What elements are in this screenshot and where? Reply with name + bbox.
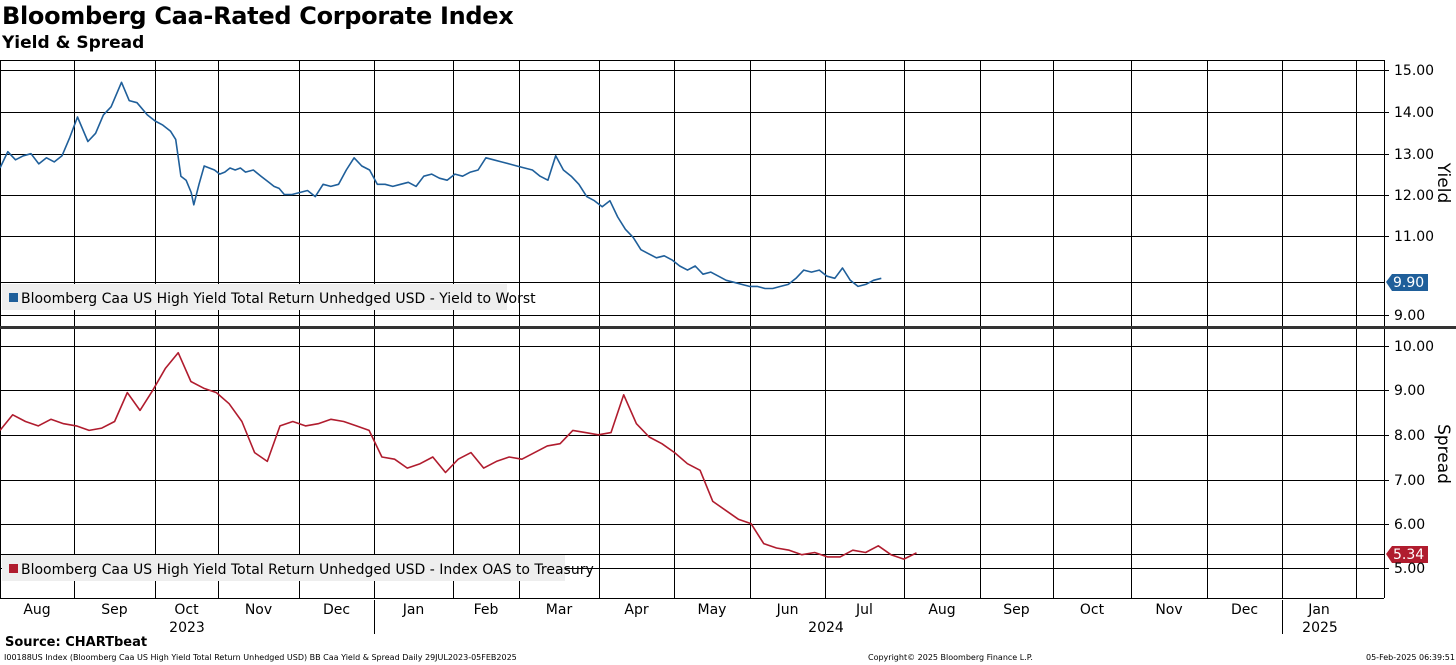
x-tick-label: Oct	[174, 602, 199, 618]
chart-description: I00188US Index (Bloomberg Caa US High Yi…	[4, 653, 517, 662]
legend-spread: Bloomberg Caa US High Yield Total Return…	[2, 555, 594, 581]
x-year-label: 2023	[169, 620, 205, 636]
legend-box	[2, 284, 507, 310]
y-tick-label: 9.00	[1394, 308, 1425, 324]
last-value-label: 9.90	[1393, 275, 1424, 291]
last-value-label: 5.34	[1393, 547, 1424, 563]
source-label: Source: CHARTbeat	[5, 635, 148, 650]
y-axis-title: Spread	[1433, 424, 1453, 484]
legend-box	[2, 555, 565, 581]
y-tick-label: 11.00	[1394, 229, 1434, 245]
y-tick-label: 8.00	[1394, 428, 1425, 444]
x-tick-label: Jan	[402, 602, 425, 618]
legend-swatch	[9, 564, 18, 573]
x-year-label: 2024	[808, 620, 844, 636]
panel-separator	[0, 326, 1456, 329]
y-tick-label: 6.00	[1394, 517, 1425, 533]
legend-swatch	[9, 293, 18, 302]
y-tick-label: 10.00	[1394, 339, 1434, 355]
series-line-yield	[0, 81, 882, 290]
timestamp-text: 05-Feb-2025 06:39:51	[1366, 653, 1455, 662]
x-tick-label: Sep	[101, 602, 128, 618]
chart-title: Bloomberg Caa-Rated Corporate Index	[2, 2, 514, 30]
last-value-badge	[1386, 274, 1428, 291]
y-tick-label: 13.00	[1394, 147, 1434, 163]
x-tick-label: Dec	[1231, 602, 1258, 618]
y-tick-label: 15.00	[1394, 63, 1434, 79]
x-tick-label: Aug	[928, 602, 955, 618]
y-tick-label: 12.00	[1394, 188, 1434, 204]
x-tick-label: Oct	[1080, 602, 1105, 618]
y-tick-label: 7.00	[1394, 473, 1425, 489]
x-tick-label: Sep	[1003, 602, 1030, 618]
x-tick-label: Apr	[624, 602, 648, 618]
x-tick-label: Jun	[776, 602, 799, 618]
y-axis-title: Yield	[1433, 162, 1453, 203]
x-tick-label: Jul	[855, 602, 873, 618]
x-tick-label: Nov	[245, 602, 272, 618]
x-tick-label: Aug	[23, 602, 50, 618]
x-tick-label: Dec	[323, 602, 350, 618]
legend-label: Bloomberg Caa US High Yield Total Return…	[21, 291, 536, 307]
x-year-label: 2025	[1302, 620, 1338, 636]
x-tick-label: May	[698, 602, 727, 618]
y-tick-label: 14.00	[1394, 105, 1434, 121]
x-tick-label: Jan	[1307, 602, 1330, 618]
copyright-text: Copyright© 2025 Bloomberg Finance L.P.	[868, 653, 1033, 662]
x-tick-label: Feb	[474, 602, 499, 618]
last-value-badge	[1386, 546, 1428, 563]
series-line-spread	[0, 351, 917, 560]
y-tick-label: 5.00	[1394, 561, 1425, 577]
y-tick-label: 9.00	[1394, 383, 1425, 399]
x-tick-label: Nov	[1155, 602, 1182, 618]
legend-label: Bloomberg Caa US High Yield Total Return…	[21, 562, 594, 578]
chart-subtitle: Yield & Spread	[2, 33, 145, 53]
legend-yield: Bloomberg Caa US High Yield Total Return…	[2, 284, 536, 310]
grid	[0, 60, 1389, 599]
x-tick-label: Mar	[546, 602, 573, 618]
